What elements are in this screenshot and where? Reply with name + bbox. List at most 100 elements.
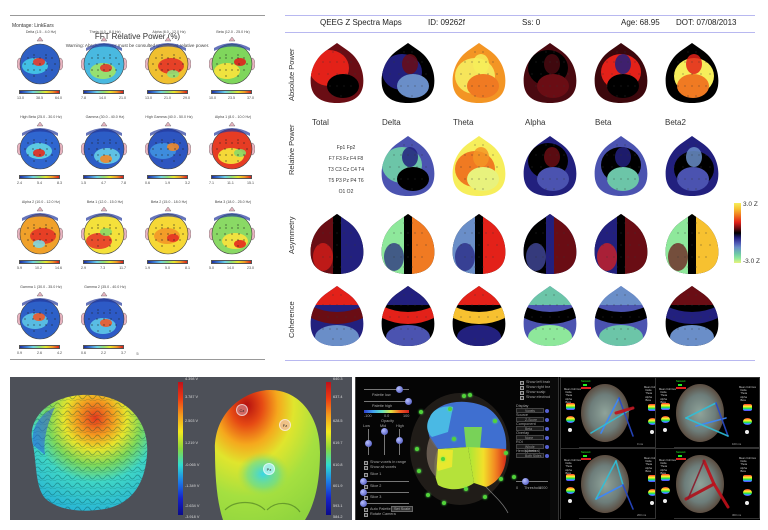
topomap-cell: Gamma 1 (30.0 - 35.0 Hz) 0.9 2.6 4.2 bbox=[10, 285, 72, 365]
scalp-surface-render[interactable] bbox=[205, 382, 325, 520]
electrode-point[interactable] bbox=[468, 393, 472, 397]
amplitude-tick: 593.1 bbox=[333, 504, 343, 508]
date-of-test: DOT: 07/08/2013 bbox=[676, 18, 737, 27]
legend-title: Network bbox=[581, 451, 591, 454]
mid-opacity-slider-handle[interactable] bbox=[381, 428, 388, 435]
z-score-topomap bbox=[451, 42, 507, 104]
dropdown-arrow-icon[interactable] bbox=[545, 444, 549, 449]
display-option-label: Show electrodes bbox=[526, 395, 555, 399]
z-score-topomap bbox=[522, 135, 578, 197]
dropdown-select[interactable]: Beta bbox=[516, 426, 544, 431]
electrode-marker-pz[interactable]: Pz bbox=[263, 463, 275, 475]
band-label: Alpha 1 (8.0 - 10.0 Hz) bbox=[214, 115, 252, 119]
dropdown-select[interactable]: Whole (Cerebral) bbox=[516, 444, 544, 453]
electrode-point[interactable] bbox=[426, 493, 430, 497]
slice-2-checkbox[interactable] bbox=[364, 485, 368, 489]
electrode-point[interactable] bbox=[462, 394, 466, 398]
electrode-point[interactable] bbox=[448, 407, 452, 411]
palette-high-slider-handle[interactable] bbox=[405, 398, 412, 405]
low-opacity-slider-handle[interactable] bbox=[365, 440, 372, 447]
electrode-point[interactable] bbox=[417, 469, 421, 473]
threshold-label: Threshold bbox=[524, 486, 541, 490]
display-option-checkbox[interactable] bbox=[520, 396, 524, 400]
electrode-point[interactable] bbox=[464, 487, 468, 491]
power-colorbar bbox=[19, 175, 60, 179]
electrode-point[interactable] bbox=[442, 501, 446, 505]
mid-opacity-slider-track[interactable] bbox=[384, 429, 385, 455]
electrode-point[interactable] bbox=[441, 457, 445, 461]
colorbar-tick-min: -100 bbox=[364, 414, 372, 418]
voltage-tick: 1.219 V bbox=[185, 441, 199, 445]
electrode-point[interactable] bbox=[415, 447, 419, 451]
quadrant-legend-strip bbox=[561, 378, 579, 449]
brain-axial-render bbox=[676, 384, 724, 442]
topomap-cell: Gamma 2 (35.0 - 40.0 Hz) 0.6 2.2 3.7 bbox=[74, 285, 136, 365]
connectivity-quadrant[interactable]: Mean Cohrnce Delta Theta Alpha Beta Netwo… bbox=[560, 448, 665, 520]
slice-1-slider-track[interactable] bbox=[361, 481, 409, 482]
connectivity-quadrant[interactable]: Mean Cohrnce Delta Theta Alpha Beta Netwo… bbox=[655, 448, 760, 520]
colorbar-tick-max: 100 bbox=[403, 414, 410, 418]
rainbow-legend-icon bbox=[661, 474, 670, 481]
dropdown-arrow-icon[interactable] bbox=[545, 426, 549, 431]
power-colorbar bbox=[83, 260, 124, 264]
palette-low-slider-track[interactable] bbox=[364, 389, 409, 390]
rainbow-legend-icon bbox=[648, 404, 657, 411]
show-voxels-in-range-checkbox[interactable] bbox=[364, 461, 368, 465]
dropdown-arrow-icon[interactable] bbox=[545, 453, 549, 458]
voltage-tick: -1.349 V bbox=[185, 484, 200, 488]
legend-info-right: Mean Cohrnce Delta Theta Alpha Beta bbox=[739, 386, 757, 402]
slice-1-slider-handle[interactable] bbox=[360, 478, 367, 485]
colorbar-ticks: 13.0 38.5 64.0 bbox=[17, 96, 62, 100]
slice-3-checkbox[interactable] bbox=[364, 496, 368, 500]
electrode-point[interactable] bbox=[419, 410, 423, 414]
dropdown-select[interactable]: Both Sides bbox=[516, 453, 544, 458]
electrode-point[interactable] bbox=[499, 477, 503, 481]
power-colorbar bbox=[19, 90, 60, 94]
electrode-marker-cz[interactable]: Cz bbox=[236, 404, 248, 416]
dropdown-select[interactable]: None bbox=[516, 435, 544, 440]
set-scale-button[interactable]: Set Scale bbox=[391, 506, 414, 512]
dropdown-select[interactable]: Voxels bbox=[516, 408, 544, 413]
z-score-topomap bbox=[380, 213, 436, 275]
display-option-checkbox[interactable] bbox=[520, 386, 524, 390]
connectivity-quadrant[interactable]: Mean Cohrnce Delta Theta Alpha Beta Netwo… bbox=[655, 377, 760, 449]
dropdown-arrow-icon[interactable] bbox=[545, 408, 549, 413]
connectivity-quadrant[interactable]: Mean Cohrnce Delta Theta Alpha Beta Netwo… bbox=[560, 377, 665, 449]
palette-low-slider-handle[interactable] bbox=[396, 386, 403, 393]
voxel-brain-render[interactable] bbox=[408, 387, 513, 517]
rotate-camera-checkbox[interactable] bbox=[364, 513, 368, 517]
electrode-marker-fz[interactable]: Fz bbox=[279, 419, 291, 431]
amplitude-colorbar bbox=[326, 382, 331, 515]
colorbar-ticks: 0.6 1.9 3.2 bbox=[145, 181, 190, 185]
cortex-surface-render[interactable] bbox=[15, 385, 155, 513]
threshold-slider-handle[interactable] bbox=[522, 478, 529, 485]
slice-2-slider-track[interactable] bbox=[361, 492, 409, 493]
dropdown-select[interactable]: Z-Score bbox=[516, 417, 544, 422]
amplitude-tick: 628.5 bbox=[333, 419, 343, 423]
show-all-voxels-checkbox[interactable] bbox=[364, 466, 368, 470]
amplitude-tick: 610.8 bbox=[333, 463, 343, 467]
electrode-point[interactable] bbox=[504, 451, 508, 455]
auto-palette-checkbox[interactable] bbox=[364, 508, 368, 512]
high-opacity-slider-handle[interactable] bbox=[396, 437, 403, 444]
band-label: Beta 3 (18.0 - 25.0 Hz) bbox=[214, 200, 252, 204]
electrode-point[interactable] bbox=[483, 495, 487, 499]
slice-1-checkbox[interactable] bbox=[364, 473, 368, 477]
display-option-checkbox[interactable] bbox=[520, 391, 524, 395]
slice-3-slider-handle[interactable] bbox=[360, 500, 367, 507]
dropdown-arrow-icon[interactable] bbox=[545, 435, 549, 440]
head-topomap bbox=[145, 206, 191, 255]
electrode-point[interactable] bbox=[512, 475, 516, 479]
topomap-cell: Alpha 1 (8.0 - 10.0 Hz) 7.1 11.1 15.1 bbox=[202, 115, 264, 195]
3d-brain-viewer[interactable]: 4.398 V 3.787 V 2.503 V 1.219 V -0.065 V -1.3… bbox=[10, 377, 352, 520]
dropdown-arrow-icon[interactable] bbox=[545, 417, 549, 422]
slice-2-slider-handle[interactable] bbox=[360, 489, 367, 496]
palette-high-slider-track[interactable] bbox=[364, 401, 409, 402]
display-option-checkbox[interactable] bbox=[520, 381, 524, 385]
slice-3-slider-track[interactable] bbox=[361, 503, 409, 504]
electrode-point[interactable] bbox=[452, 437, 456, 441]
threshold-slider-track[interactable] bbox=[516, 481, 548, 482]
row-label-absolute-power: Absolute Power bbox=[287, 48, 296, 102]
electrode-point[interactable] bbox=[493, 419, 497, 423]
amplitude-tick: 601.9 bbox=[333, 484, 343, 488]
